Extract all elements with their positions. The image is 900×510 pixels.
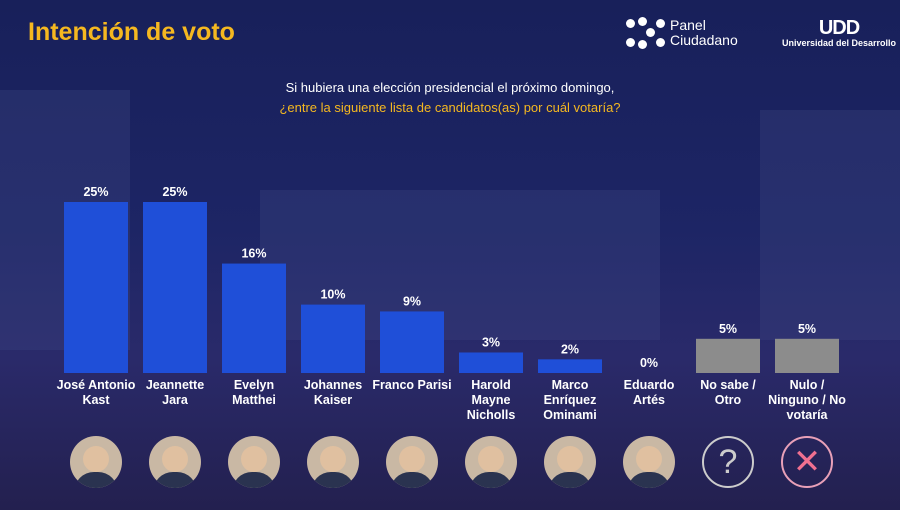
- data-label: 5%: [719, 322, 737, 336]
- category-label: Eduardo Artés: [623, 378, 675, 407]
- bar: [538, 359, 602, 373]
- category-label: Evelyn Matthei: [232, 378, 276, 407]
- data-label: 2%: [561, 342, 579, 356]
- udd-logo: UDD Universidad del Desarrollo: [782, 17, 897, 48]
- data-label: 25%: [162, 185, 187, 199]
- panel-ciudadano-logo: Panel Ciudadano: [626, 17, 770, 49]
- bar: [301, 304, 365, 373]
- question-icon: ?: [702, 436, 754, 488]
- category-label: Franco Parisi: [372, 378, 452, 392]
- bar: [222, 263, 286, 373]
- panel-logo-icon: [626, 17, 666, 49]
- category-label: No sabe / Otro: [700, 378, 756, 407]
- data-label: 16%: [241, 247, 266, 261]
- page-title: Intención de voto: [28, 18, 235, 46]
- category-label: Nulo / Ninguno / No votaría: [768, 378, 846, 422]
- category-label: Jeannette Jara: [145, 378, 205, 407]
- candidate-photo: [228, 436, 280, 488]
- x-icon: ✕: [781, 436, 833, 488]
- data-label: 0%: [640, 356, 658, 370]
- data-label: 25%: [83, 185, 108, 199]
- candidate-photo: [544, 436, 596, 488]
- bar: [459, 352, 523, 373]
- category-label: Marco Enríquez Ominami: [543, 378, 597, 422]
- category-label: Johannes Kaiser: [303, 378, 363, 407]
- category-label: Harold Mayne Nicholls: [466, 378, 516, 422]
- data-label: 5%: [798, 322, 816, 336]
- bar: [775, 338, 839, 373]
- data-label: 3%: [482, 335, 500, 349]
- bar: [64, 202, 128, 373]
- candidate-photo: [386, 436, 438, 488]
- question-line-1: Si hubiera una elección presidencial el …: [285, 80, 615, 95]
- bar: [696, 338, 760, 373]
- candidate-photo: [623, 436, 675, 488]
- candidate-photo: [70, 436, 122, 488]
- bar: [143, 202, 207, 373]
- question-line-2: ¿entre la siguiente lista de candidatos(…: [279, 100, 621, 115]
- candidate-photo: [465, 436, 517, 488]
- category-label: José Antonio Kast: [56, 378, 136, 407]
- candidate-photo: [149, 436, 201, 488]
- bar: [380, 311, 444, 373]
- data-label: 10%: [320, 288, 345, 302]
- data-label: 9%: [403, 294, 421, 308]
- candidate-photo: [307, 436, 359, 488]
